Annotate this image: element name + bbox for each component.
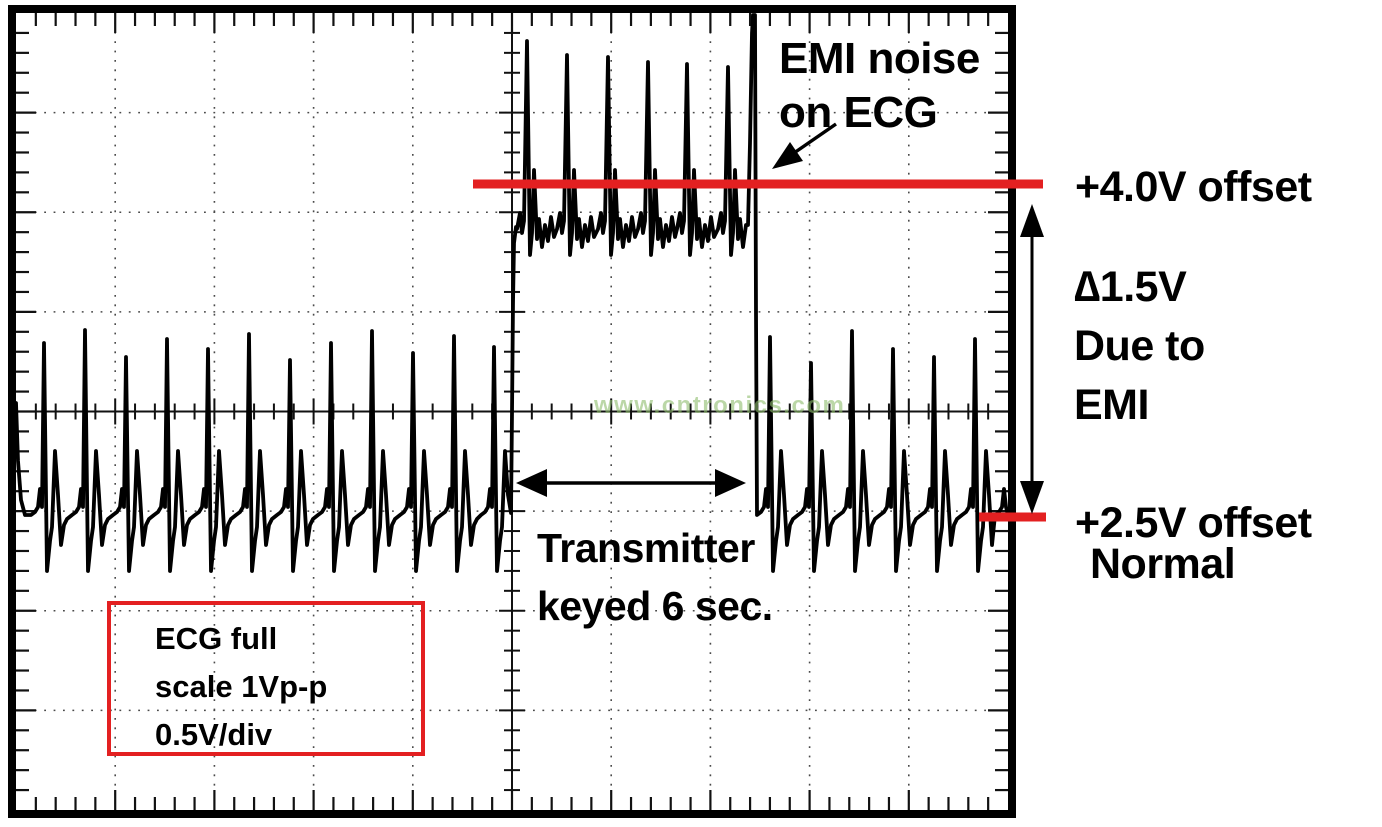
offset-4v-label: +4.0V offset	[1075, 163, 1312, 211]
delta-due-to-emi-label: ∆1.5V Due to EMI	[1074, 263, 1205, 429]
scale-note-text: ECG full scale 1Vp-p 0.5V/div	[155, 621, 328, 752]
offset-2-5v-label: +2.5V offset	[1075, 499, 1312, 547]
emi-noise-label: EMI noise on ECG	[779, 34, 980, 137]
transmitter-keyed-label: Transmitter keyed 6 sec.	[537, 525, 773, 629]
oscilloscope-screen	[8, 5, 1016, 818]
delta-voltage-arrow	[1020, 204, 1044, 514]
normal-label: Normal	[1090, 540, 1236, 588]
watermark-text: www.cntronics.com	[594, 392, 846, 419]
scale-note-box: ECG full scale 1Vp-p 0.5V/div	[107, 601, 425, 756]
scope-plot	[16, 13, 1008, 810]
graticule-grid	[16, 13, 1008, 810]
ecg-trace	[16, 13, 1008, 573]
